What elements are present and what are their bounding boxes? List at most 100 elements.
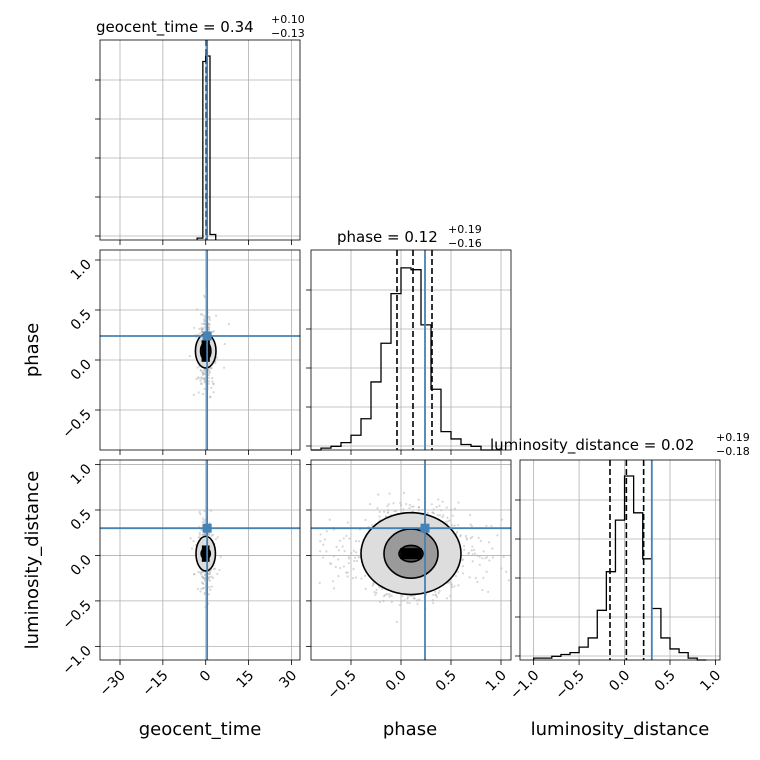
scatter-point bbox=[208, 572, 212, 575]
scatter-point bbox=[500, 567, 503, 570]
scatter-point bbox=[383, 510, 386, 513]
scatter-point bbox=[203, 387, 206, 391]
scatter-point bbox=[375, 588, 378, 591]
scatter-point bbox=[208, 571, 212, 574]
x-tick-label: 30 bbox=[276, 668, 300, 692]
scatter-point bbox=[196, 366, 199, 369]
scatter-point bbox=[189, 537, 192, 540]
truth-marker bbox=[202, 523, 212, 533]
scatter-point bbox=[348, 557, 351, 560]
scatter-point bbox=[198, 511, 201, 514]
scatter-point bbox=[449, 594, 452, 597]
scatter-point bbox=[192, 393, 195, 396]
scatter-point bbox=[357, 540, 361, 543]
scatter-point bbox=[192, 326, 196, 330]
scatter-point bbox=[211, 377, 214, 380]
scatter-point bbox=[201, 517, 205, 520]
scatter-point bbox=[202, 373, 205, 376]
scatter-point bbox=[454, 574, 458, 578]
scatter-point bbox=[214, 537, 217, 541]
scatter-point bbox=[445, 597, 448, 600]
scatter-point bbox=[412, 597, 415, 600]
scatter-point bbox=[441, 516, 444, 519]
scatter-point bbox=[430, 503, 433, 506]
scatter-point bbox=[477, 536, 480, 540]
scatter-point bbox=[408, 503, 411, 506]
panel-phase-histogram bbox=[306, 249, 512, 455]
panel-frame bbox=[310, 459, 512, 661]
scatter-point bbox=[386, 511, 389, 514]
scatter-point bbox=[434, 593, 437, 596]
contour-line bbox=[398, 544, 424, 563]
panel-frame bbox=[99, 459, 301, 661]
contour-line bbox=[383, 528, 439, 579]
scatter-point bbox=[198, 531, 201, 535]
scatter-point bbox=[338, 539, 342, 542]
scatter-point bbox=[501, 518, 504, 521]
scatter-point bbox=[476, 554, 479, 557]
scatter-point bbox=[318, 581, 321, 584]
title-luminosity-distance-lower: −0.18 bbox=[716, 445, 750, 458]
scatter-point bbox=[379, 600, 382, 603]
scatter-point bbox=[551, 548, 553, 550]
scatter-point bbox=[211, 576, 215, 579]
scatter-point bbox=[199, 512, 202, 516]
scatter-point bbox=[440, 509, 443, 512]
scatter-point bbox=[332, 580, 335, 583]
scatter-point bbox=[346, 571, 349, 574]
scatter-point bbox=[463, 548, 466, 551]
scatter-point bbox=[216, 572, 219, 576]
histogram-luminosity_distance bbox=[532, 475, 707, 661]
scatter-point bbox=[322, 543, 325, 546]
scatter-point bbox=[335, 545, 338, 548]
scatter-point bbox=[200, 382, 203, 385]
title-phase: phase = 0.12 bbox=[337, 228, 438, 246]
scatter-point bbox=[431, 599, 434, 602]
scatter-point bbox=[323, 538, 327, 541]
scatter-point bbox=[482, 550, 485, 553]
scatter-point bbox=[209, 367, 213, 370]
title-geocent-time-lower: −0.13 bbox=[271, 27, 305, 40]
scatter-point bbox=[209, 395, 212, 398]
scatter-point bbox=[378, 510, 381, 513]
scatter-point bbox=[325, 550, 328, 553]
scatter-point bbox=[472, 548, 476, 552]
scatter-point bbox=[371, 524, 374, 527]
scatter-point bbox=[461, 565, 464, 568]
scatter-point bbox=[471, 553, 474, 556]
scatter-point bbox=[196, 587, 200, 591]
scatter-point bbox=[469, 537, 472, 540]
scatter-point bbox=[393, 510, 396, 513]
scatter-point bbox=[204, 521, 207, 524]
scatter-point bbox=[201, 520, 204, 524]
scatter-point bbox=[319, 550, 322, 553]
scatter-point bbox=[203, 315, 206, 318]
scatter-point bbox=[355, 559, 359, 562]
scatter-point bbox=[203, 319, 206, 323]
scatter-point bbox=[438, 514, 442, 517]
scatter-point bbox=[471, 535, 474, 538]
scatter-point bbox=[461, 572, 465, 575]
scatter-point bbox=[491, 547, 494, 550]
scatter-point bbox=[432, 508, 435, 511]
scatter-point bbox=[201, 313, 204, 316]
scatter-point bbox=[484, 557, 487, 560]
scatter-point bbox=[203, 533, 206, 536]
panel-luminosity-distance-vs-phase: −0.5 0.0 0.5 1.0 bbox=[306, 459, 553, 703]
scatter-point bbox=[451, 514, 454, 517]
scatter-point bbox=[212, 383, 215, 386]
scatter-point bbox=[347, 561, 350, 565]
scatter-point bbox=[195, 308, 199, 311]
scatter-point bbox=[319, 533, 322, 536]
scatter-point bbox=[330, 562, 333, 565]
scatter-point bbox=[394, 509, 398, 513]
title-phase-upper: +0.19 bbox=[448, 223, 482, 236]
scatter-point bbox=[432, 512, 436, 515]
truth-marker bbox=[420, 523, 430, 533]
scatter-point bbox=[441, 500, 444, 503]
scatter-point bbox=[343, 550, 346, 553]
scatter-point bbox=[485, 524, 488, 528]
scatter-point bbox=[453, 524, 456, 527]
scatter-point bbox=[435, 595, 438, 599]
